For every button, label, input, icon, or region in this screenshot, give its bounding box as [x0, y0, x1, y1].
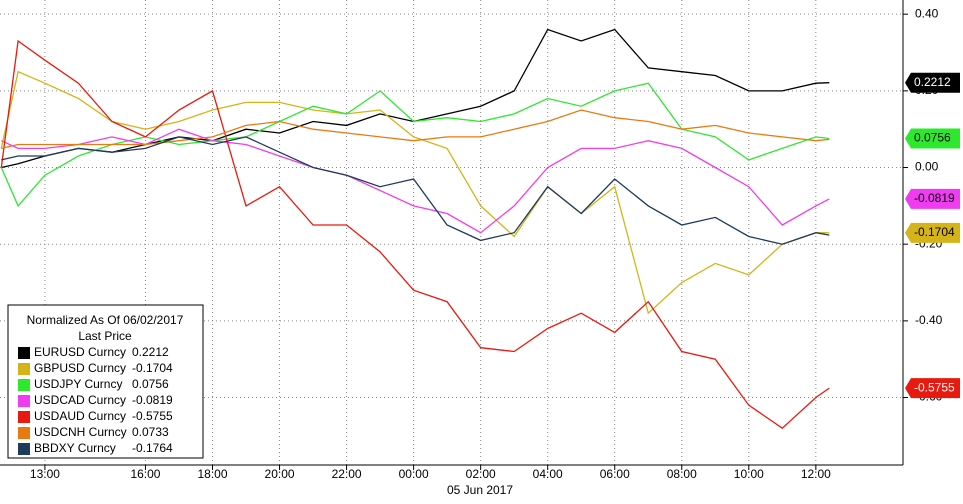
- value-box-label: -0.5755: [914, 380, 955, 394]
- x-tick-label: 04:00: [533, 467, 563, 481]
- x-tick-label: 00:00: [399, 467, 429, 481]
- legend-swatch: [18, 411, 30, 423]
- axes: 0.400.200.00-0.20-0.40-0.6013:0016:0018:…: [30, 6, 960, 481]
- legend-value: -0.1704: [132, 361, 173, 375]
- legend-swatch: [18, 427, 30, 439]
- legend-label: EURUSD Curncy: [34, 345, 126, 359]
- legend-swatch: [18, 347, 30, 359]
- x-tick-label: 13:00: [30, 467, 60, 481]
- value-box-label: -0.1704: [914, 225, 955, 239]
- legend-label: USDAUD Curncy: [34, 409, 126, 423]
- x-tick-label: 22:00: [332, 467, 362, 481]
- legend-label: GBPUSD Curncy: [34, 361, 126, 375]
- x-tick-label: 12:00: [801, 467, 831, 481]
- legend-label: USDJPY Curncy: [34, 377, 122, 391]
- value-box-label: 0.0756: [914, 131, 951, 145]
- legend-swatch: [18, 363, 30, 375]
- legend-swatch: [18, 379, 30, 391]
- series-line: [0, 39, 830, 430]
- series-line: [1, 109, 830, 150]
- legend-swatch: [18, 443, 30, 455]
- legend-value: 0.0733: [132, 425, 169, 439]
- value-box: [905, 72, 960, 93]
- plot-lines: [0, 28, 830, 430]
- legend-label: USDCAD Curncy: [34, 393, 126, 407]
- value-box: [905, 378, 960, 399]
- series-line: [0, 70, 830, 315]
- x-tick-label: 16:00: [130, 467, 160, 481]
- value-box: [905, 222, 960, 243]
- x-tick-label: 18:00: [197, 467, 227, 481]
- x-axis-label: 05 Jun 2017: [447, 483, 513, 497]
- value-box: [905, 128, 960, 149]
- legend: Normalized As Of 06/02/2017 Last Price E…: [7, 304, 204, 459]
- legend-value: 0.0756: [132, 377, 169, 391]
- series-line: [1, 128, 830, 234]
- legend-label: USDCNH Curncy: [34, 425, 127, 439]
- legend-value: -0.1764: [132, 441, 173, 455]
- legend-title: Normalized As Of 06/02/2017: [27, 313, 184, 327]
- x-tick-label: 06:00: [600, 467, 630, 481]
- y-tick-label: -0.40: [915, 313, 943, 327]
- value-box: [905, 188, 960, 209]
- legend-value: -0.0819: [132, 393, 173, 407]
- value-box-label: 0.2212: [914, 75, 951, 89]
- legend-value: -0.5755: [132, 409, 173, 423]
- value-box-label: -0.0819: [914, 191, 955, 205]
- series-line: [1, 136, 830, 245]
- y-tick-label: 0.40: [915, 6, 939, 20]
- legend-value: 0.2212: [132, 345, 169, 359]
- legend-swatch: [18, 395, 30, 407]
- legend-subtitle: Last Price: [78, 329, 132, 343]
- x-tick-label: 20:00: [265, 467, 295, 481]
- legend-box: [7, 304, 204, 459]
- x-tick-label: 08:00: [667, 467, 697, 481]
- legend-label: BBDXY Curncy: [34, 441, 116, 455]
- y-tick-label: 0.00: [915, 160, 939, 174]
- x-tick-label: 02:00: [466, 467, 496, 481]
- series-line: [0, 82, 830, 208]
- x-tick-label: 10:00: [734, 467, 764, 481]
